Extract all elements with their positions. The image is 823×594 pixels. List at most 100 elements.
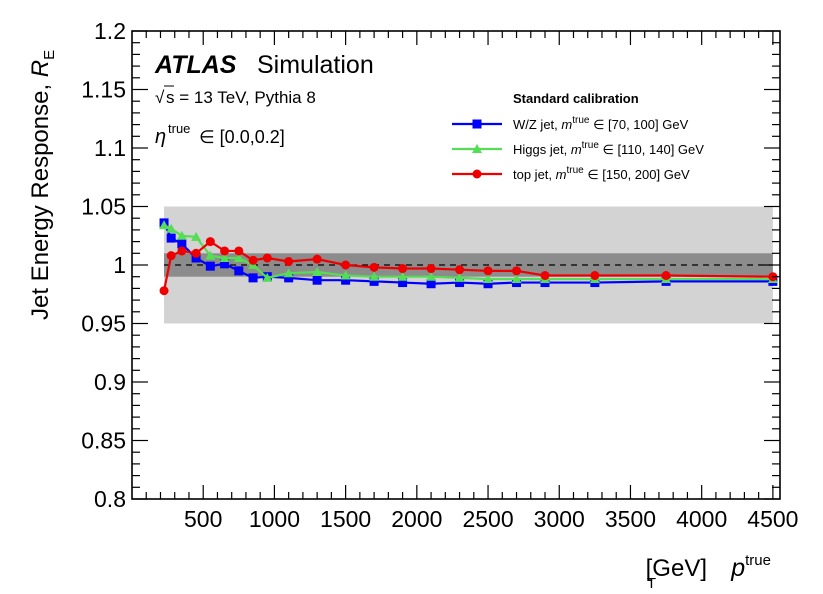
sqrt-s-label: √ s = 13 TeV, Pythia 8 — [155, 85, 316, 107]
data-point-1-15 — [454, 272, 465, 282]
data-point-1-4 — [205, 250, 216, 260]
data-point-0-13 — [398, 278, 408, 288]
legend-marker — [472, 169, 482, 179]
legend-entry-2: top jet, mtrue ∈ [150, 200] GeV — [452, 165, 690, 182]
data-point-1-11 — [340, 270, 351, 280]
data-point-1-13 — [397, 271, 408, 281]
legend: W/Z jet, mtrue ∈ [70, 100] GeV Higgs jet,… — [452, 115, 704, 182]
y-tick-label: 1 — [113, 252, 126, 278]
x-axis-title: ptrue T[GeV] — [646, 552, 771, 592]
data-point-0-6 — [234, 266, 244, 276]
data-point-2-16 — [483, 266, 493, 276]
data-point-0-11 — [341, 275, 351, 285]
data-point-2-8 — [262, 253, 272, 263]
data-point-2-11 — [341, 260, 351, 270]
data-point-0-16 — [483, 279, 493, 289]
data-point-2-14 — [426, 264, 436, 274]
y-tick-label: 0.95 — [81, 311, 126, 337]
data-point-2-12 — [369, 262, 379, 272]
data-point-1-14 — [426, 271, 437, 281]
data-point-0-10 — [312, 275, 322, 285]
data-point-1-12 — [369, 271, 380, 281]
data-point-0-1 — [166, 233, 176, 243]
x-tick-label: 500 — [184, 506, 222, 532]
data-point-1-16 — [483, 274, 494, 284]
series-line-2 — [162, 240, 773, 291]
data-point-0-5 — [220, 259, 230, 269]
data-point-2-3 — [191, 248, 201, 258]
data-point-2-10 — [312, 254, 322, 264]
eta-symbol: η — [155, 126, 166, 148]
sqrt-s-text: s = 13 TeV, Pythia 8 — [166, 88, 316, 107]
data-point-0-9 — [284, 273, 294, 283]
x-tick-label: 1000 — [249, 506, 300, 532]
legend-entry-0: W/Z jet, mtrue ∈ [70, 100] GeV — [452, 115, 689, 132]
data-point-0-12 — [369, 276, 379, 286]
data-point-2-18 — [540, 271, 550, 281]
legend-title: Standard calibration — [513, 91, 639, 106]
ticks-layer — [132, 30, 780, 500]
data-point-0-4 — [205, 261, 215, 271]
y-axis-title: Jet Energy Response, RE — [27, 50, 58, 320]
data-point-1-0 — [159, 220, 170, 230]
tick-labels-layer: 500 1000 1500 2000 2500 3000 3500 4000 4500 0.8 0.… — [81, 18, 798, 532]
data-point-2-15 — [455, 265, 465, 275]
eta-superscript: true — [168, 121, 190, 136]
x-tick-label: 3000 — [534, 506, 585, 532]
data-point-2-9 — [284, 256, 294, 266]
data-point-2-5 — [220, 246, 230, 256]
legend-marker — [472, 119, 482, 129]
y-tick-label: 0.9 — [94, 369, 126, 395]
x-tick-label: 4500 — [747, 506, 798, 532]
eta-range: ∈ [0.0,0.2] — [199, 127, 285, 147]
data-point-0-15 — [455, 278, 465, 288]
x-tick-label: 2000 — [391, 506, 442, 532]
y-tick-label: 1.1 — [94, 135, 126, 161]
data-point-1-8 — [262, 272, 273, 282]
data-point-2-20 — [661, 271, 671, 281]
data-point-2-0 — [159, 286, 169, 296]
data-point-1-10 — [312, 267, 323, 277]
y-tick-label: 1.15 — [81, 77, 126, 103]
legend-label: W/Z jet, mtrue ∈ [70, 100] GeV — [513, 115, 689, 132]
data-point-1-9 — [283, 268, 294, 278]
y-tick-label: 0.85 — [81, 428, 126, 454]
data-point-0-14 — [426, 279, 436, 289]
data-point-2-13 — [398, 264, 408, 274]
x-tick-label: 4000 — [676, 506, 727, 532]
data-point-1-17 — [511, 274, 522, 284]
y-tick-label: 1.2 — [94, 18, 126, 44]
sqrt-symbol: √ — [155, 88, 165, 107]
x-tick-label: 3500 — [605, 506, 656, 532]
data-point-0-7 — [248, 273, 258, 283]
legend-label: top jet, mtrue ∈ [150, 200] GeV — [513, 165, 690, 182]
data-point-2-7 — [248, 255, 258, 265]
data-point-2-2 — [177, 246, 187, 256]
simulation-label: Simulation — [257, 51, 374, 79]
data-point-1-1 — [166, 223, 177, 233]
x-tick-label: 1500 — [320, 506, 371, 532]
atlas-label: ATLAS — [154, 51, 237, 79]
series-layer — [159, 218, 778, 296]
data-point-1-5 — [219, 252, 230, 262]
legend-label: Higgs jet, mtrue ∈ [110, 140] GeV — [513, 140, 704, 157]
series-line-0 — [163, 222, 773, 285]
data-point-2-17 — [512, 266, 522, 276]
y-tick-label: 1.05 — [81, 194, 126, 220]
data-point-1-3 — [191, 231, 202, 241]
data-point-1-2 — [176, 230, 187, 240]
data-point-2-4 — [205, 237, 215, 247]
data-point-1-6 — [233, 252, 244, 262]
data-point-2-6 — [234, 246, 244, 256]
data-point-2-1 — [166, 251, 176, 261]
legend-entry-1: Higgs jet, mtrue ∈ [110, 140] GeV — [452, 140, 704, 157]
eta-label: η true ∈ [0.0,0.2] — [155, 121, 285, 148]
x-tick-label: 2500 — [462, 506, 513, 532]
series-top-jet — [159, 237, 778, 296]
y-tick-label: 0.8 — [94, 486, 126, 512]
data-point-0-3 — [191, 253, 201, 263]
data-point-2-19 — [590, 271, 600, 281]
data-point-0-2 — [177, 239, 187, 249]
